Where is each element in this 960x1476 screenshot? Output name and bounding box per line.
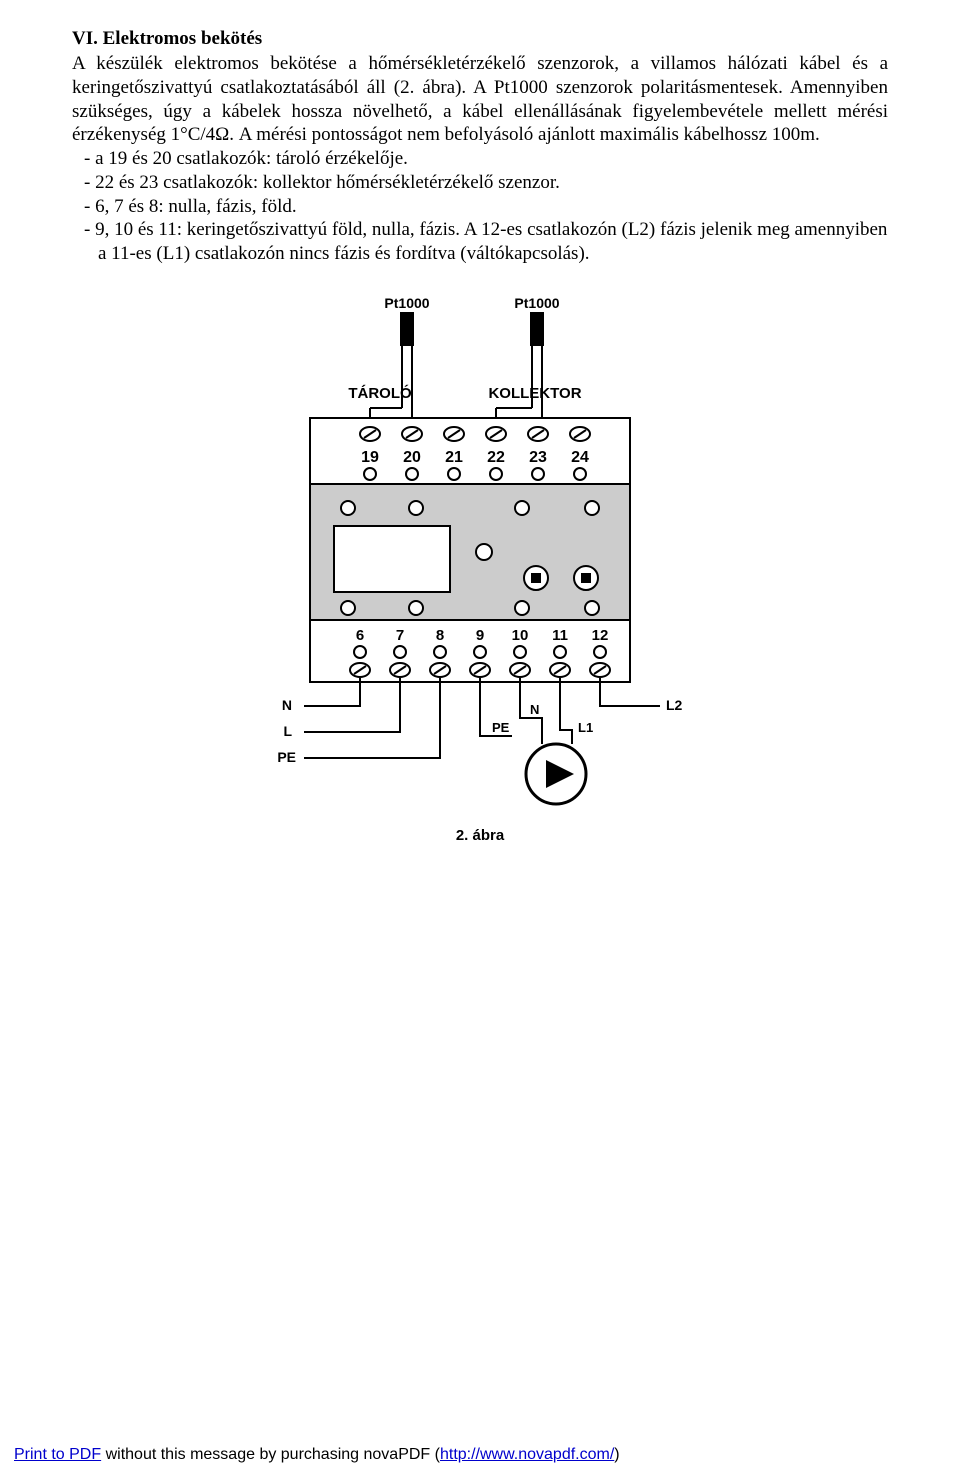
svg-text:23: 23	[529, 449, 547, 466]
label-pump-pe: PE	[492, 720, 510, 735]
svg-text:19: 19	[361, 449, 379, 466]
list-item-2: - 22 és 23 csatlakozók: kollektor hőmérs…	[72, 171, 888, 195]
svg-text:12: 12	[592, 627, 609, 644]
svg-text:8: 8	[436, 627, 444, 644]
list-item-1: - a 19 és 20 csatlakozók: tároló érzékel…	[72, 147, 888, 171]
wiring-diagram: Pt1000 Pt1000 TÁROLÓ KOLLEKTOR	[72, 292, 888, 852]
svg-text:24: 24	[571, 449, 589, 466]
label-pt1000-left: Pt1000	[384, 295, 429, 311]
paragraph-main: A készülék elektromos bekötése a hőmérsé…	[72, 52, 888, 147]
label-kollektor: KOLLEKTOR	[488, 385, 581, 402]
label-pt1000-right: Pt1000	[514, 295, 559, 311]
device-display	[334, 526, 450, 592]
sensor-block-left	[400, 312, 414, 346]
list-item-4: - 9, 10 és 11: keringetőszivattyú föld, …	[72, 218, 888, 266]
footer-link-url[interactable]: http://www.novapdf.com/	[440, 1446, 614, 1463]
mains-wires	[304, 678, 440, 758]
sensor-block-right	[530, 312, 544, 346]
mid-hole	[476, 544, 492, 560]
svg-text:6: 6	[356, 627, 364, 644]
figure-caption: 2. ábra	[456, 827, 505, 844]
footer-link-print[interactable]: Print to PDF	[14, 1446, 101, 1463]
diagram-svg: Pt1000 Pt1000 TÁROLÓ KOLLEKTOR	[260, 292, 700, 852]
footer-text: without this message by purchasing novaP…	[101, 1446, 440, 1463]
svg-text:9: 9	[476, 627, 484, 644]
page: VI. Elektromos bekötés A készülék elektr…	[0, 0, 960, 1476]
svg-text:7: 7	[396, 627, 404, 644]
svg-text:10: 10	[512, 627, 529, 644]
section-heading: VI. Elektromos bekötés	[72, 28, 888, 50]
label-l: L	[283, 723, 292, 739]
pdf-footer: Print to PDF without this message by pur…	[14, 1446, 620, 1464]
label-pump-n: N	[530, 702, 539, 717]
svg-text:20: 20	[403, 449, 421, 466]
footer-text-end: )	[614, 1446, 619, 1463]
label-pump-l1: L1	[578, 720, 593, 735]
label-tarolo: TÁROLÓ	[348, 384, 412, 402]
label-pe: PE	[277, 749, 296, 765]
svg-text:11: 11	[552, 627, 568, 644]
svg-text:22: 22	[487, 449, 505, 466]
svg-text:21: 21	[445, 449, 463, 466]
list-item-3: - 6, 7 és 8: nulla, fázis, föld.	[72, 195, 888, 219]
label-n: N	[282, 697, 292, 713]
label-l2: L2	[666, 697, 683, 713]
